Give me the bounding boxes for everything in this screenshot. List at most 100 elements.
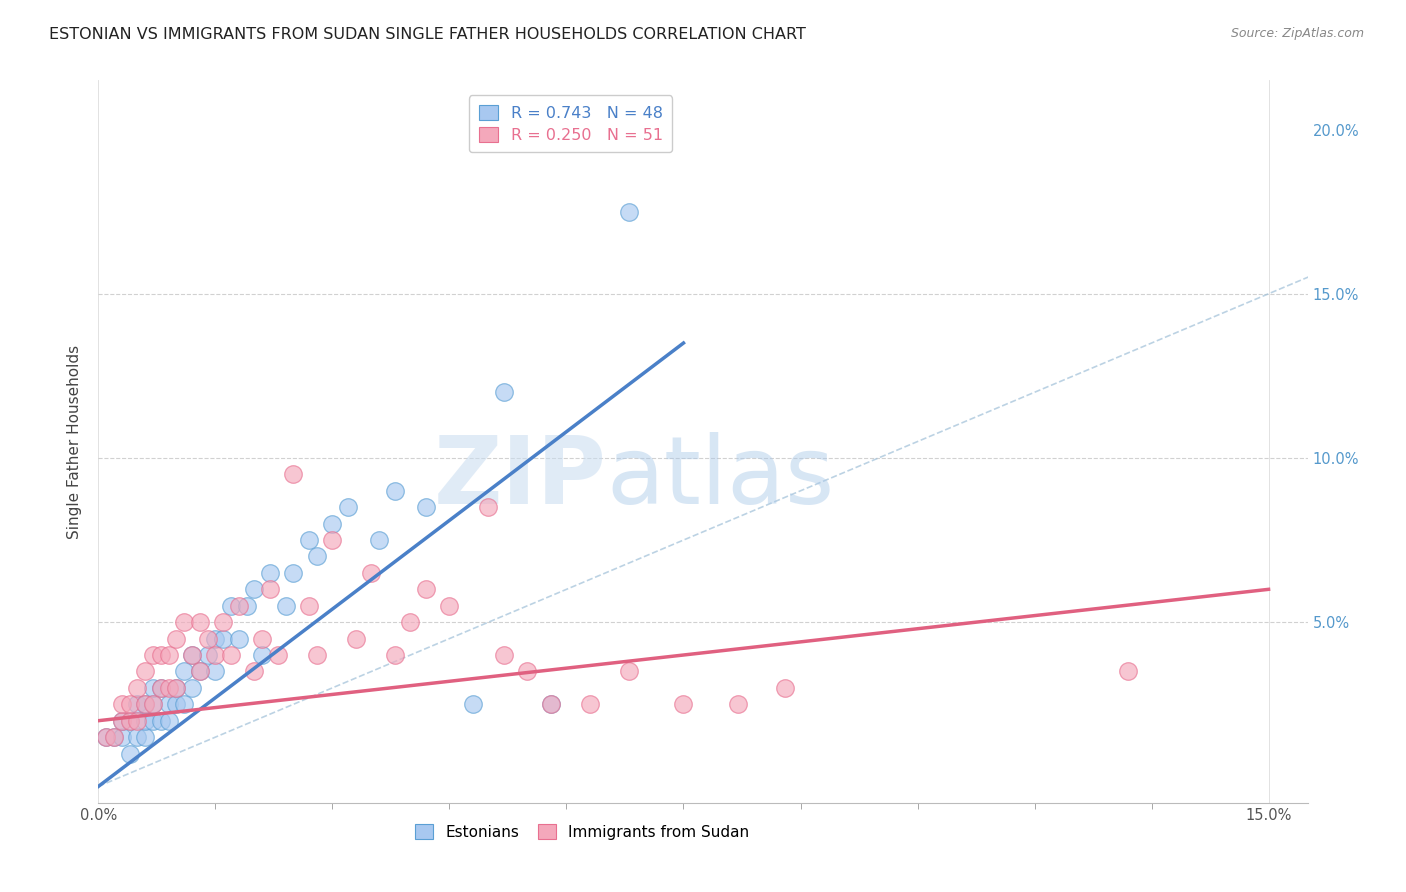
Text: ESTONIAN VS IMMIGRANTS FROM SUDAN SINGLE FATHER HOUSEHOLDS CORRELATION CHART: ESTONIAN VS IMMIGRANTS FROM SUDAN SINGLE… bbox=[49, 27, 806, 42]
Text: ZIP: ZIP bbox=[433, 432, 606, 524]
Point bbox=[118, 714, 141, 728]
Point bbox=[111, 714, 134, 728]
Point bbox=[134, 665, 156, 679]
Point bbox=[204, 632, 226, 646]
Point bbox=[165, 632, 187, 646]
Point bbox=[415, 500, 437, 515]
Point bbox=[127, 730, 149, 744]
Point bbox=[197, 648, 219, 662]
Point bbox=[188, 615, 211, 630]
Point bbox=[415, 582, 437, 597]
Point bbox=[579, 698, 602, 712]
Point bbox=[773, 681, 796, 695]
Point bbox=[219, 648, 242, 662]
Point bbox=[103, 730, 125, 744]
Point bbox=[439, 599, 461, 613]
Point bbox=[298, 533, 321, 547]
Point bbox=[259, 582, 281, 597]
Point bbox=[118, 714, 141, 728]
Point bbox=[259, 566, 281, 580]
Point bbox=[204, 648, 226, 662]
Point bbox=[165, 698, 187, 712]
Point bbox=[305, 648, 328, 662]
Point bbox=[157, 714, 180, 728]
Point bbox=[243, 582, 266, 597]
Point bbox=[477, 500, 499, 515]
Point bbox=[540, 698, 562, 712]
Point bbox=[134, 730, 156, 744]
Point bbox=[197, 632, 219, 646]
Point bbox=[111, 698, 134, 712]
Point bbox=[188, 665, 211, 679]
Point bbox=[494, 385, 516, 400]
Point bbox=[219, 599, 242, 613]
Point bbox=[111, 714, 134, 728]
Point bbox=[181, 648, 204, 662]
Point bbox=[127, 698, 149, 712]
Point bbox=[149, 648, 172, 662]
Point bbox=[540, 698, 562, 712]
Point bbox=[243, 665, 266, 679]
Point bbox=[672, 698, 695, 712]
Point bbox=[321, 533, 343, 547]
Point bbox=[283, 467, 305, 482]
Point bbox=[344, 632, 367, 646]
Point bbox=[321, 516, 343, 531]
Point bbox=[494, 648, 516, 662]
Point bbox=[142, 714, 165, 728]
Point bbox=[134, 714, 156, 728]
Point bbox=[267, 648, 290, 662]
Y-axis label: Single Father Households: Single Father Households bbox=[67, 344, 83, 539]
Point bbox=[337, 500, 360, 515]
Point bbox=[149, 681, 172, 695]
Point bbox=[617, 204, 640, 219]
Point bbox=[173, 665, 195, 679]
Point bbox=[384, 483, 406, 498]
Point bbox=[305, 549, 328, 564]
Point bbox=[235, 599, 257, 613]
Point bbox=[617, 665, 640, 679]
Point bbox=[134, 698, 156, 712]
Text: atlas: atlas bbox=[606, 432, 835, 524]
Point bbox=[96, 730, 118, 744]
Point bbox=[252, 632, 274, 646]
Point bbox=[228, 632, 250, 646]
Point bbox=[461, 698, 484, 712]
Point bbox=[118, 698, 141, 712]
Point bbox=[283, 566, 305, 580]
Point bbox=[127, 681, 149, 695]
Point bbox=[228, 599, 250, 613]
Point bbox=[157, 698, 180, 712]
Point bbox=[149, 714, 172, 728]
Point bbox=[188, 665, 211, 679]
Point bbox=[368, 533, 391, 547]
Point bbox=[173, 615, 195, 630]
Point bbox=[516, 665, 538, 679]
Point bbox=[173, 698, 195, 712]
Point bbox=[165, 681, 187, 695]
Point bbox=[142, 698, 165, 712]
Point bbox=[360, 566, 382, 580]
Point bbox=[127, 714, 149, 728]
Point bbox=[399, 615, 422, 630]
Point bbox=[204, 665, 226, 679]
Point bbox=[118, 747, 141, 761]
Point bbox=[212, 615, 235, 630]
Point bbox=[103, 730, 125, 744]
Point bbox=[111, 730, 134, 744]
Point bbox=[212, 632, 235, 646]
Point bbox=[142, 698, 165, 712]
Point bbox=[384, 648, 406, 662]
Point bbox=[727, 698, 749, 712]
Point bbox=[96, 730, 118, 744]
Point bbox=[252, 648, 274, 662]
Point bbox=[157, 648, 180, 662]
Legend: Estonians, Immigrants from Sudan: Estonians, Immigrants from Sudan bbox=[409, 818, 755, 846]
Point bbox=[181, 681, 204, 695]
Point bbox=[157, 681, 180, 695]
Point bbox=[165, 681, 187, 695]
Text: Source: ZipAtlas.com: Source: ZipAtlas.com bbox=[1230, 27, 1364, 40]
Point bbox=[274, 599, 297, 613]
Point bbox=[298, 599, 321, 613]
Point bbox=[142, 648, 165, 662]
